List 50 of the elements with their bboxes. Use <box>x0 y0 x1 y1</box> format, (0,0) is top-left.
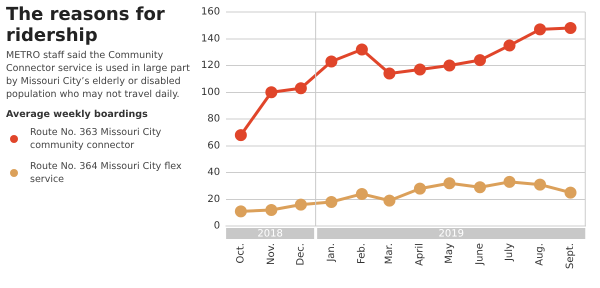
point <box>534 23 546 36</box>
point <box>383 68 396 80</box>
point <box>234 205 247 218</box>
point <box>325 196 338 208</box>
point <box>383 194 396 207</box>
x-tick-label: May <box>444 242 456 264</box>
legend-label: Route No. 363 Missouri City community connector <box>30 126 162 152</box>
y-tick-label: 0 <box>214 220 220 232</box>
y-tick-label: 120 <box>200 60 220 72</box>
x-tick-label: Nov. <box>266 243 277 265</box>
x-tick-label: July <box>504 242 516 262</box>
point <box>564 186 577 199</box>
point <box>503 176 516 188</box>
point <box>443 60 456 72</box>
point <box>414 64 426 76</box>
point <box>234 129 247 142</box>
point <box>265 204 278 216</box>
point <box>294 82 307 94</box>
y-tick-label: 160 <box>200 6 220 18</box>
x-tick-label: Aug. <box>534 243 546 266</box>
point <box>443 177 456 190</box>
legend-label: Route No. 364 Missouri City flex service <box>30 160 183 186</box>
x-tick-label: April <box>414 243 426 266</box>
chart-title: The reasons for ridership <box>6 4 166 46</box>
point <box>534 178 546 191</box>
y-tick-label: 40 <box>207 167 220 178</box>
x-tick-label: Mar. <box>384 243 396 264</box>
x-tick-label: June <box>474 243 486 266</box>
point <box>474 181 486 194</box>
y-tick-label: 140 <box>200 33 220 44</box>
point <box>325 56 338 68</box>
y-tick-label: 20 <box>207 194 220 205</box>
x-tick-label: Sept. <box>565 243 576 270</box>
x-tick-label: Feb. <box>356 243 368 264</box>
legend-title: Average weekly boardings <box>6 109 149 120</box>
y-tick-label: 80 <box>207 114 220 125</box>
x-tick-label: Dec. <box>295 243 306 266</box>
point <box>265 86 278 98</box>
text: METRO staff said the Community Connector service is used in large part by Missouri City’s elderly or disabled population who may not travel daily. <box>6 49 191 101</box>
x-tick-label: Jan. <box>326 243 337 263</box>
point <box>294 198 307 211</box>
point <box>356 188 368 200</box>
point <box>564 22 577 34</box>
point <box>356 43 368 56</box>
point <box>474 54 486 66</box>
point <box>414 182 426 195</box>
x-tick-label: Oct. <box>235 243 246 264</box>
y-tick-label: 60 <box>207 140 220 152</box>
y-tick-label: 100 <box>200 86 220 98</box>
point <box>503 39 516 52</box>
